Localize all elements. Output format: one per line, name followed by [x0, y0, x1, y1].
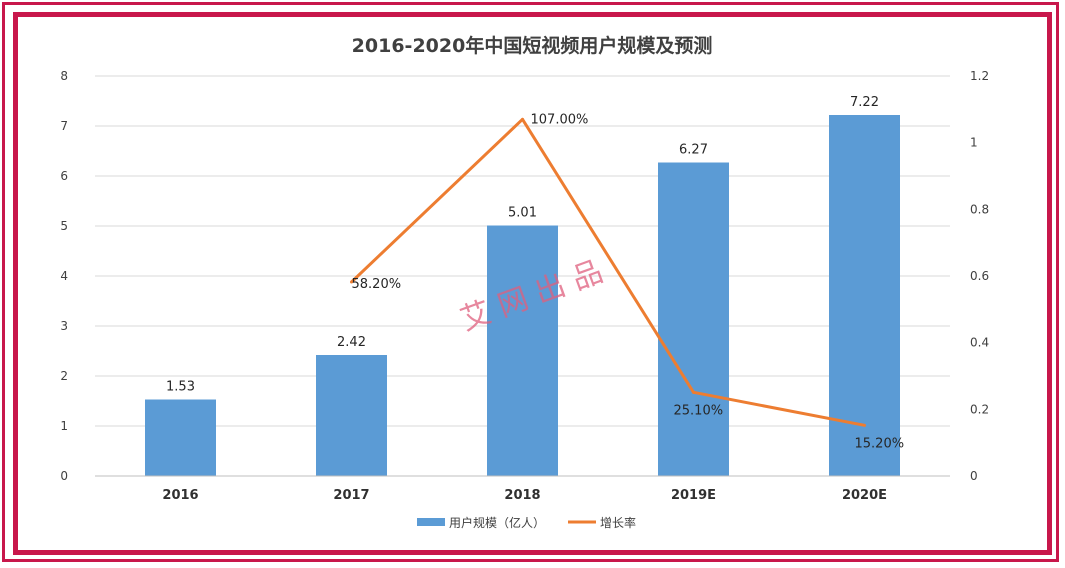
x-tick-label: 2016	[162, 488, 198, 503]
bar-series	[145, 115, 900, 476]
y-right-tick-label: 0.8	[970, 202, 989, 216]
bar-value-label: 5.01	[508, 206, 537, 221]
outer-frame	[2, 2, 1059, 562]
bar-2020E	[829, 115, 900, 476]
y-right-tick-label: 0.6	[970, 269, 989, 283]
bar-value-label: 7.22	[850, 95, 879, 110]
bar-2018	[487, 225, 558, 476]
line-point	[350, 280, 353, 284]
bar-value-label: 1.53	[166, 380, 195, 395]
line-point	[863, 423, 866, 427]
x-tick-label: 2019E	[671, 488, 716, 503]
y-axis-right: 0 0.2 0.4 0.6 0.8 1 1.2	[970, 69, 989, 483]
y-axis-left: 0 1 2 3 4 5 6 7 8	[60, 69, 68, 483]
y-right-tick-label: 0.2	[970, 402, 989, 416]
line-value-label: 25.10%	[674, 403, 724, 418]
legend-bar-label: 用户规模（亿人）	[449, 515, 545, 530]
bar-2017	[316, 355, 387, 476]
chart-title: 2016-2020年中国短视频用户规模及预测	[352, 34, 713, 57]
y-left-tick-label: 5	[60, 219, 68, 233]
line-value-label: 15.20%	[855, 436, 905, 451]
line-point	[521, 117, 524, 121]
y-left-tick-label: 6	[60, 169, 68, 183]
bar-value-label: 2.42	[337, 335, 366, 350]
y-left-tick-label: 2	[60, 369, 68, 383]
line-point	[692, 390, 695, 394]
y-left-tick-label: 8	[60, 69, 68, 83]
x-tick-label: 2017	[333, 488, 369, 503]
bar-2019E	[658, 162, 729, 476]
bar-2016	[145, 399, 216, 476]
y-right-tick-label: 0.4	[970, 336, 989, 350]
line-value-label: 58.20%	[352, 277, 402, 292]
y-left-tick-label: 3	[60, 319, 68, 333]
x-tick-label: 2020E	[842, 488, 887, 503]
y-left-tick-label: 0	[60, 469, 68, 483]
growth-rate-line	[350, 117, 865, 427]
y-left-tick-label: 4	[60, 269, 68, 283]
y-right-tick-label: 1.2	[970, 69, 989, 83]
line-series	[350, 117, 866, 427]
bar-value-label: 6.27	[679, 143, 708, 158]
x-tick-label: 2018	[504, 488, 540, 503]
y-right-tick-label: 0	[970, 469, 978, 483]
legend-line-label: 增长率	[600, 515, 636, 530]
data-labels: 1.53 2.42 5.01 6.27 7.22 58.20% 107.00% 25.10% 1…	[166, 95, 904, 451]
line-value-label: 107.00%	[531, 112, 589, 127]
x-axis: 2016 2017 2018 2019E 2020E	[95, 475, 950, 503]
legend: 用户规模（亿人） 增长率	[417, 515, 636, 530]
y-left-tick-label: 7	[60, 119, 68, 133]
legend-bar-swatch	[417, 518, 445, 526]
y-right-tick-label: 1	[970, 136, 978, 150]
y-left-tick-label: 1	[60, 419, 68, 433]
